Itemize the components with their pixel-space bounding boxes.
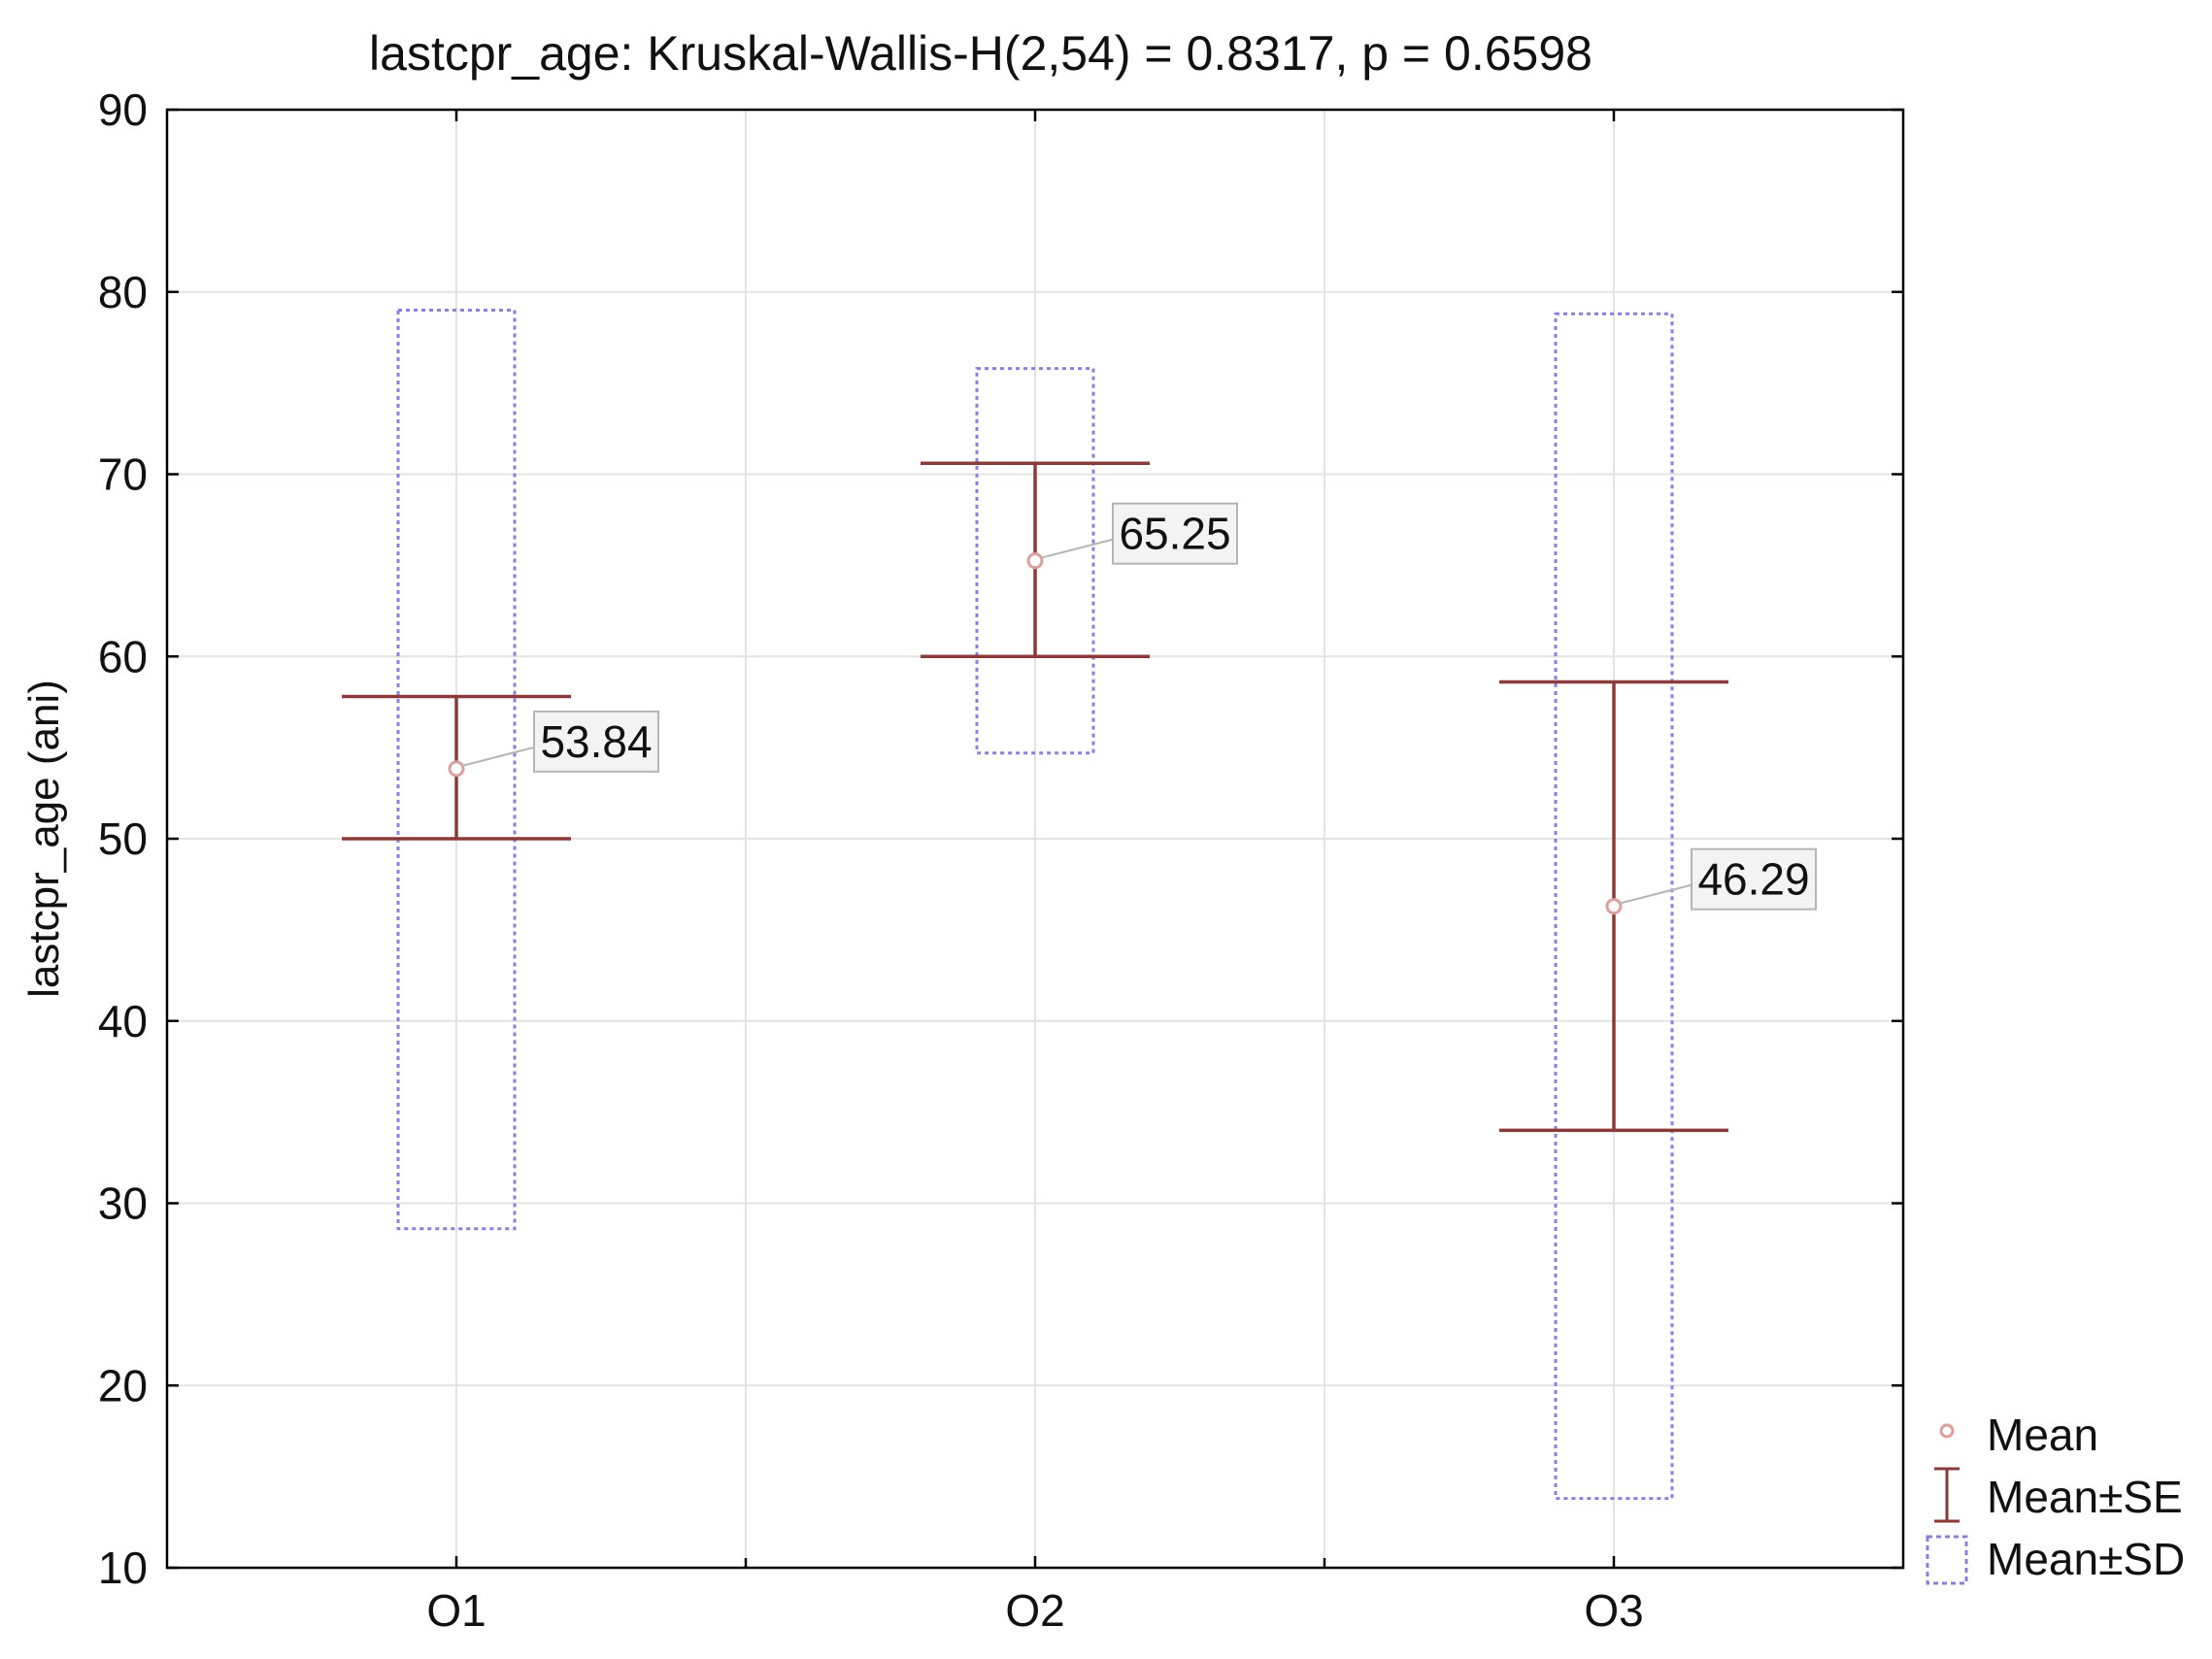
y-axis-ticks: 10 20 30 40 50 60 70 80 90	[98, 84, 1903, 1593]
value-label-box	[1112, 502, 1238, 565]
legend-label-mean: Mean	[1987, 1410, 2098, 1460]
mean-marker-o2	[1026, 552, 1044, 570]
y-tick-label: 20	[98, 1360, 148, 1410]
legend-label-sd: Mean±SD	[1987, 1534, 2185, 1584]
value-label-leader	[1040, 538, 1114, 559]
sd-boxes	[396, 309, 1674, 1501]
legend-item-sd: Mean±SD	[1926, 1534, 2185, 1585]
mean-value-labels: 53.84 65.25 46.29	[461, 502, 1817, 911]
y-tick-label: 70	[98, 449, 148, 500]
x-tick-label: O1	[426, 1585, 486, 1636]
y-tick-label: 90	[98, 84, 148, 135]
legend-mean-marker-icon	[1939, 1423, 1955, 1439]
legend: Mean Mean±SE Mean±SD	[1926, 1410, 2185, 1585]
x-axis-ticks: O1 O2 O3	[426, 110, 1644, 1636]
legend-se-bar-icon	[1934, 1467, 1960, 1523]
mean-markers	[448, 552, 1623, 915]
y-tick-label: 80	[98, 267, 148, 317]
legend-item-mean: Mean	[1939, 1410, 2098, 1460]
x-tick-label: O3	[1584, 1585, 1643, 1636]
chart-title: lastcpr_age: Kruskal-Wallis-H(2,54) = 0.…	[369, 26, 1592, 81]
legend-item-se: Mean±SE	[1934, 1467, 2183, 1523]
mean-value-label-o3: 46.29	[1697, 854, 1809, 905]
sd-box-o1	[396, 309, 517, 1231]
legend-label-se: Mean±SE	[1987, 1472, 2183, 1522]
y-tick-label: 50	[98, 813, 148, 864]
mean-marker-o3	[1605, 898, 1623, 915]
y-tick-label: 30	[98, 1178, 148, 1229]
legend-sd-box-icon	[1926, 1535, 1968, 1585]
value-label-box	[533, 710, 659, 773]
value-label-leader	[1619, 883, 1693, 905]
y-tick-label: 10	[98, 1543, 148, 1593]
sd-box-o3	[1554, 312, 1674, 1501]
x-tick-label: O2	[1005, 1585, 1064, 1636]
y-axis-title: lastcpr_age (ani)	[20, 680, 68, 998]
mean-marker-o1	[448, 760, 465, 778]
mean-value-label-o1: 53.84	[540, 716, 652, 767]
mean-value-label-o2: 65.25	[1119, 509, 1230, 559]
y-tick-label: 40	[98, 996, 148, 1046]
sd-box-o2	[975, 367, 1095, 755]
value-label-box	[1691, 847, 1817, 911]
y-tick-label: 60	[98, 631, 148, 681]
value-label-leader	[461, 746, 535, 767]
